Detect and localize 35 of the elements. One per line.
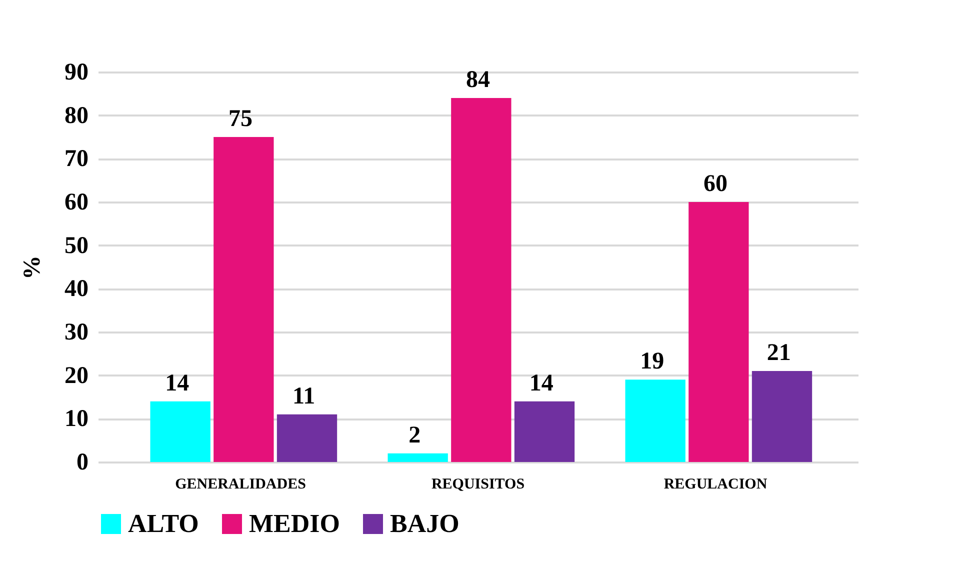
- data-label: 75: [228, 106, 252, 132]
- bar: [625, 380, 686, 462]
- y-axis-title: %: [20, 256, 46, 280]
- x-tick-label: REQUISITOS: [431, 476, 525, 492]
- y-tick-label: 30: [64, 320, 88, 346]
- bar: [388, 453, 448, 462]
- y-tick-label: 80: [64, 102, 88, 129]
- y-tick-label: 60: [64, 190, 88, 216]
- y-tick-label: 90: [64, 60, 88, 86]
- x-tick-label: REGULACION: [664, 476, 768, 492]
- bar: [276, 414, 338, 462]
- y-tick-label: 40: [64, 276, 88, 302]
- data-label: 14: [529, 370, 554, 396]
- y-tick-label: 0: [76, 450, 88, 476]
- bar: [451, 98, 512, 462]
- y-tick-label: 20: [64, 362, 88, 389]
- bar: [150, 401, 210, 462]
- data-label: 21: [766, 340, 791, 366]
- x-tick-label: GENERALIDADES: [175, 476, 306, 492]
- data-label: 2: [408, 422, 421, 448]
- data-label: 19: [640, 348, 664, 375]
- data-label: 60: [704, 171, 728, 197]
- bar: [514, 401, 575, 462]
- y-tick-label: 50: [64, 232, 88, 259]
- legend-label: ALTO: [128, 509, 199, 538]
- y-tick-label: 70: [64, 146, 88, 172]
- bar: [688, 202, 749, 462]
- bar: [752, 371, 812, 462]
- y-tick-label: 10: [64, 406, 88, 432]
- data-label: 11: [292, 383, 316, 410]
- bar: [214, 137, 274, 462]
- data-label: 14: [165, 370, 190, 396]
- legend-label: MEDIO: [249, 509, 340, 538]
- data-label: 84: [466, 67, 490, 93]
- legend-label: BAJO: [390, 509, 460, 538]
